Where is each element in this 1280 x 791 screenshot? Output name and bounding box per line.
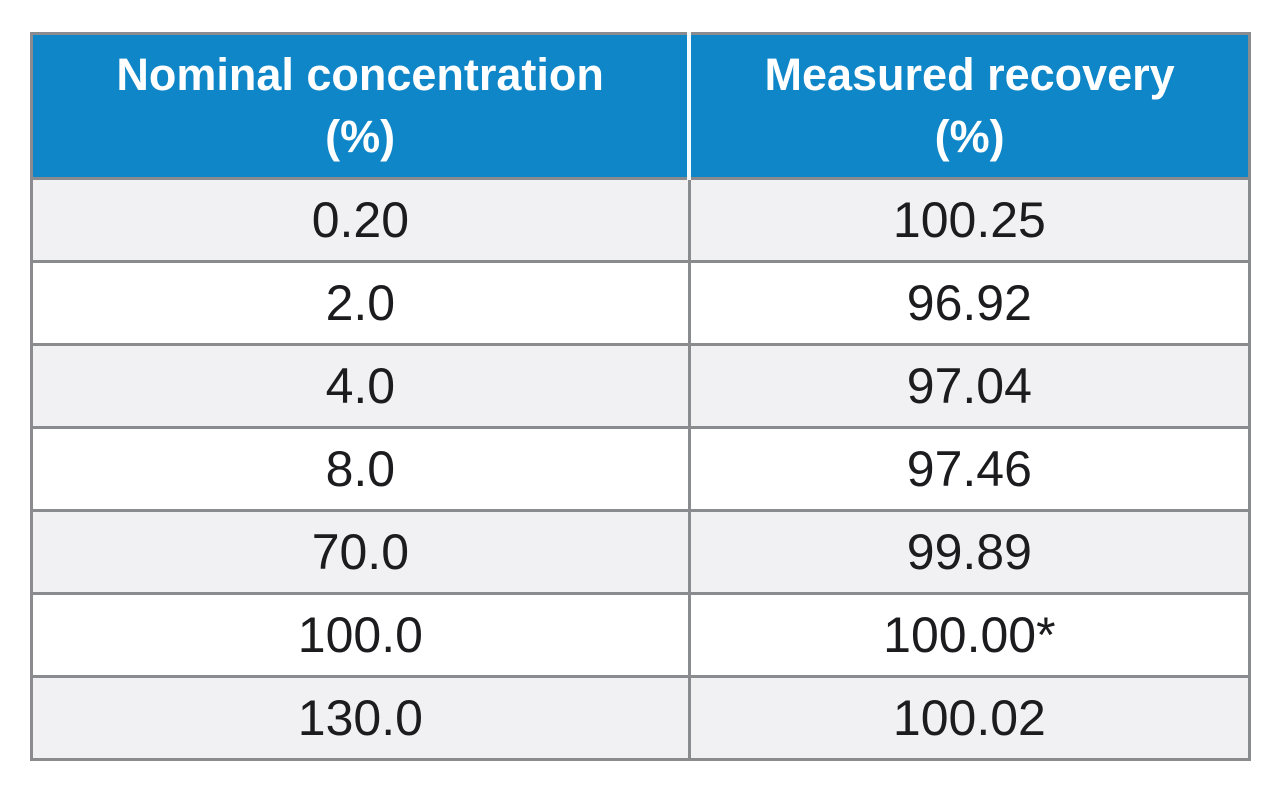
header-nominal-line2: (%) bbox=[325, 111, 396, 162]
table-row: 130.0 100.02 bbox=[30, 675, 1252, 761]
table-row: 70.0 99.89 bbox=[30, 509, 1252, 595]
recovery-cell: 99.89 bbox=[687, 509, 1252, 595]
table-row: 0.20 100.25 bbox=[30, 177, 1252, 263]
nominal-cell: 70.0 bbox=[30, 509, 691, 595]
nominal-cell: 4.0 bbox=[30, 343, 691, 429]
recovery-cell: 100.25 bbox=[687, 177, 1252, 263]
recovery-cell: 96.92 bbox=[687, 260, 1252, 346]
table-row: 2.0 96.92 bbox=[30, 260, 1252, 346]
nominal-cell: 100.0 bbox=[30, 592, 691, 678]
nominal-cell: 130.0 bbox=[30, 675, 691, 761]
nominal-cell: 8.0 bbox=[30, 426, 691, 512]
recovery-cell: 100.02 bbox=[687, 675, 1252, 761]
nominal-cell: 0.20 bbox=[30, 177, 691, 263]
header-recovery-line1: Measured recovery bbox=[764, 48, 1175, 100]
header-nominal-line1: Nominal concentration bbox=[116, 48, 604, 100]
nominal-cell: 2.0 bbox=[30, 260, 691, 346]
table-row: 100.0 100.00* bbox=[30, 592, 1252, 678]
table-row: 4.0 97.04 bbox=[30, 343, 1252, 429]
header-nominal-concentration: Nominal concentration (%) bbox=[30, 32, 692, 180]
header-recovery-line2: (%) bbox=[934, 111, 1005, 162]
recovery-cell: 97.46 bbox=[687, 426, 1252, 512]
header-row: Nominal concentration (%) Measured recov… bbox=[30, 32, 1252, 180]
header-measured-recovery: Measured recovery (%) bbox=[687, 32, 1252, 180]
recovery-table-container: Nominal concentration (%) Measured recov… bbox=[30, 32, 1252, 761]
table-row: 8.0 97.46 bbox=[30, 426, 1252, 512]
recovery-table: Nominal concentration (%) Measured recov… bbox=[30, 32, 1252, 761]
recovery-cell: 97.04 bbox=[687, 343, 1252, 429]
recovery-cell: 100.00* bbox=[687, 592, 1252, 678]
